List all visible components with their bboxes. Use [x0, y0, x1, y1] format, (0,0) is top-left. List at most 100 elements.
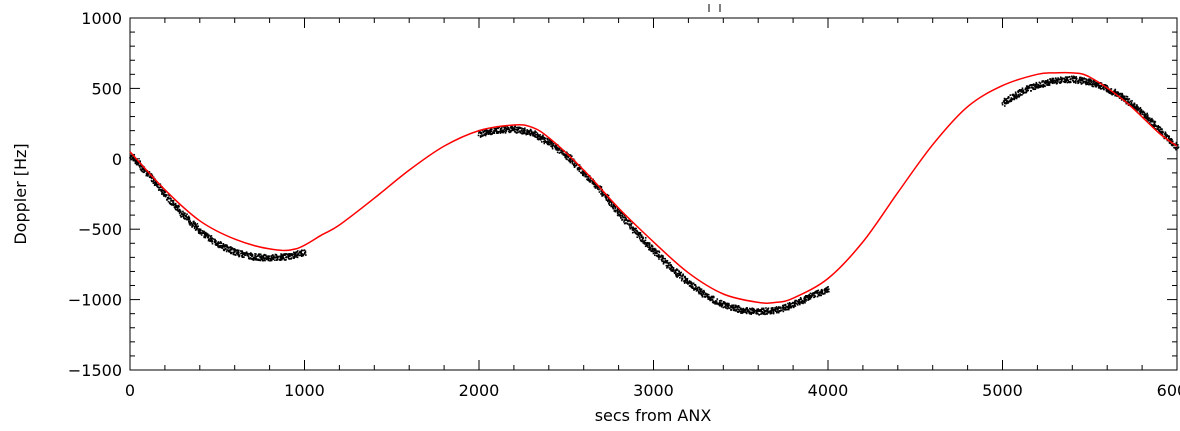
scatter-point	[225, 250, 228, 253]
scatter-point	[1084, 81, 1087, 84]
scatter-point	[219, 245, 221, 248]
scatter-point	[1139, 108, 1142, 110]
scatter-point	[628, 226, 631, 228]
scatter-point	[548, 143, 551, 146]
scatter-point	[176, 208, 179, 211]
scatter-point	[1164, 131, 1167, 134]
scatter-point	[670, 269, 673, 272]
scatter-point	[779, 306, 782, 309]
scatter-point	[1080, 79, 1083, 82]
scatter-point	[271, 256, 273, 259]
scatter-point	[805, 298, 807, 301]
scatter-point	[592, 181, 595, 184]
scatter-point	[1083, 80, 1086, 83]
scatter-point	[1153, 121, 1155, 124]
scatter-point	[680, 279, 683, 282]
scatter-point	[517, 126, 520, 129]
scatter-point	[787, 308, 790, 311]
scatter-point	[265, 258, 268, 260]
scatter-point	[1145, 113, 1148, 116]
scatter-point	[507, 127, 510, 129]
scatter-point	[813, 294, 815, 297]
scatter-point	[183, 214, 185, 216]
scatter-point	[215, 240, 217, 242]
scatter-point	[1075, 77, 1078, 80]
scatter-point	[720, 305, 723, 308]
scatter-point	[679, 276, 681, 279]
y-tick-label: −500	[78, 220, 122, 239]
scatter-point	[704, 293, 706, 296]
scatter-point	[750, 313, 753, 315]
scatter-point	[774, 306, 776, 309]
scatter-point	[699, 288, 702, 291]
scatter-point	[192, 220, 195, 223]
scatter-point	[162, 192, 165, 195]
scatter-point	[767, 311, 770, 314]
scatter-point	[672, 267, 675, 269]
scatter-point	[578, 168, 580, 171]
scatter-point	[736, 306, 739, 309]
scatter-point	[172, 204, 175, 206]
scatter-point	[619, 212, 622, 215]
scatter-point	[563, 153, 566, 156]
scatter-point	[1093, 83, 1095, 86]
scatter-point	[145, 172, 148, 175]
scatter-point	[555, 149, 558, 151]
scatter-point	[161, 193, 163, 195]
scatter-point	[730, 308, 733, 311]
scatter-point	[1118, 93, 1121, 95]
scatter-point	[481, 129, 484, 132]
scatter-point	[1164, 132, 1167, 135]
scatter-point	[665, 264, 668, 267]
scatter-point	[609, 200, 611, 203]
scatter-point	[503, 130, 506, 133]
scatter-point	[156, 186, 159, 188]
scatter-point	[186, 216, 188, 219]
scatter-point	[520, 132, 523, 134]
scatter-point	[1046, 81, 1049, 84]
scatter-point	[543, 138, 546, 141]
scatter-point	[267, 255, 269, 257]
scatter-point	[549, 139, 551, 141]
scatter-point	[238, 249, 240, 252]
scatter-point	[1165, 136, 1167, 139]
scatter-point	[1047, 79, 1049, 81]
scatter-point	[190, 221, 193, 224]
scatter-point	[258, 259, 261, 262]
scatter-point	[680, 271, 683, 274]
scatter-point	[229, 246, 231, 249]
scatter-point	[176, 207, 179, 209]
scatter-point	[132, 159, 135, 162]
scatter-point	[1177, 146, 1180, 148]
scatter-point	[742, 309, 744, 311]
scatter-point	[249, 258, 251, 260]
scatter-point	[513, 127, 516, 129]
scatter-point	[515, 129, 518, 131]
scatter-point	[744, 309, 747, 312]
scatter-point	[489, 130, 492, 133]
scatter-point	[752, 311, 754, 314]
scatter-point	[800, 298, 803, 300]
scatter-point	[157, 183, 160, 186]
scatter-point	[624, 218, 627, 221]
scatter-point	[766, 310, 768, 312]
scatter-point	[170, 203, 173, 205]
scatter-point	[661, 255, 663, 257]
scatter-point	[162, 193, 165, 196]
scatter-point	[167, 197, 170, 200]
scatter-point	[523, 128, 526, 131]
scatter-point	[582, 174, 585, 177]
scatter-point	[707, 298, 709, 300]
scatter-point	[565, 156, 568, 158]
scatter-point	[198, 228, 201, 230]
scatter-point	[491, 128, 493, 131]
scatter-point	[646, 245, 648, 247]
scatter-point	[301, 253, 303, 255]
scatter-point	[608, 204, 611, 206]
scatter-point	[1004, 98, 1007, 101]
scatter-point	[260, 258, 263, 260]
scatter-point	[651, 247, 653, 250]
scatter-point	[782, 310, 785, 313]
scatter-point	[1011, 98, 1013, 101]
scatter-point	[804, 296, 807, 299]
